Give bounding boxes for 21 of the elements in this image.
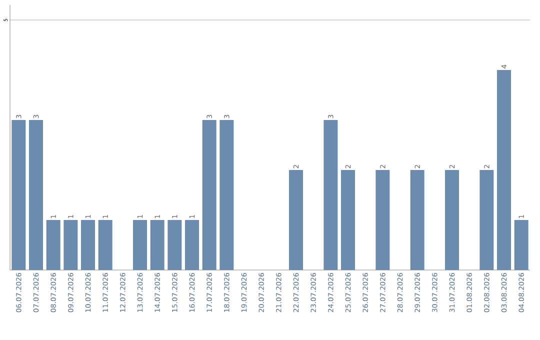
bar	[341, 170, 356, 270]
bar	[220, 120, 234, 270]
bar	[98, 220, 112, 270]
bar	[480, 170, 494, 270]
bar	[497, 70, 512, 270]
bar	[410, 170, 424, 270]
bar	[133, 220, 148, 270]
bar	[46, 220, 60, 270]
bar	[202, 120, 216, 270]
bar	[64, 220, 78, 270]
bar	[29, 120, 43, 270]
bar	[150, 220, 164, 270]
bar	[324, 120, 338, 270]
bar	[12, 120, 26, 270]
bar	[514, 220, 528, 270]
bar	[168, 220, 182, 270]
bar	[81, 220, 95, 270]
bar	[445, 170, 460, 270]
bar	[289, 170, 304, 270]
bar	[376, 170, 390, 270]
bar	[185, 220, 200, 270]
